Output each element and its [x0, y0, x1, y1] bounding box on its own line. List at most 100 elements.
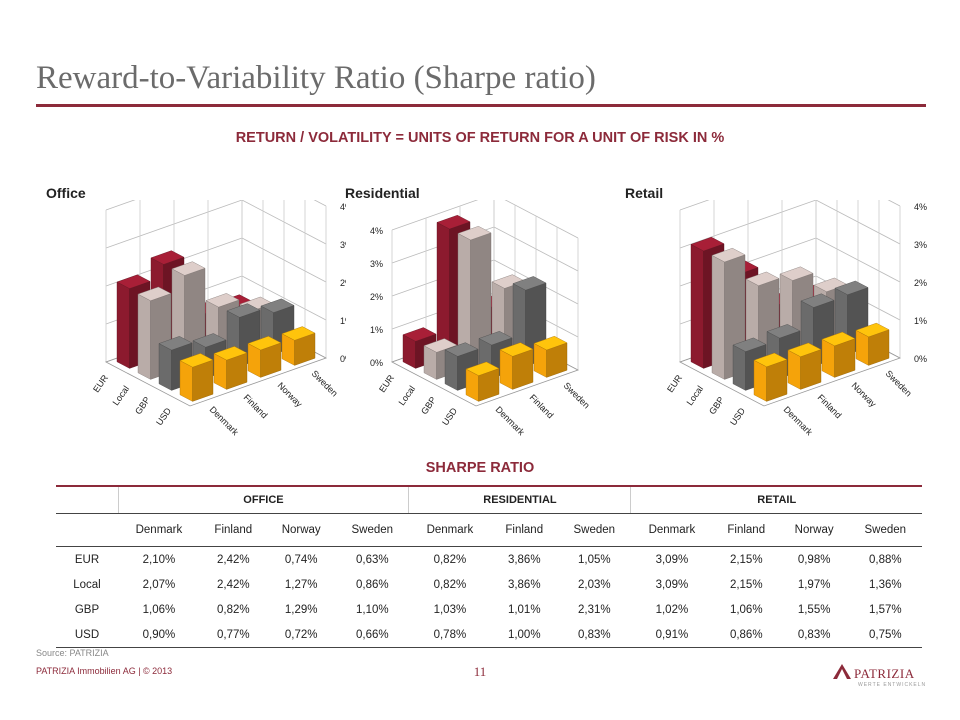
table-cell: 2,10% — [142, 553, 176, 566]
bar — [247, 336, 282, 378]
table-cell: 0,75% — [848, 622, 922, 648]
bar-top — [787, 342, 822, 357]
logo-name: PATRIZIA — [854, 666, 915, 681]
row-label: GBP — [74, 603, 100, 616]
category-label: Denmark — [782, 404, 815, 437]
bar — [281, 326, 316, 366]
table-cell: 2,07% — [142, 578, 176, 591]
source-note: Source: PATRIZIA — [36, 648, 109, 658]
table-corner — [56, 485, 118, 514]
bar-top — [800, 293, 835, 308]
y-tick-label: 0% — [914, 354, 927, 364]
table-cell: 3,09% — [655, 553, 689, 566]
bar-top — [158, 336, 193, 351]
table-cell: 0,82% — [433, 553, 467, 566]
title-divider — [36, 104, 926, 107]
column-header: Sweden — [335, 513, 409, 547]
column-header: Denmark — [408, 513, 491, 547]
table-cell: 0,86% — [356, 578, 389, 591]
bar-top — [444, 342, 479, 357]
table-cell: 0,83% — [779, 622, 849, 648]
category-label: Finland — [242, 392, 270, 420]
bar — [499, 342, 534, 390]
table-cell: 1,27% — [284, 578, 318, 591]
series-label: USD — [154, 406, 173, 428]
bar-face — [444, 349, 458, 391]
y-tick-label: 1% — [370, 325, 383, 335]
y-tick-label: 1% — [340, 316, 346, 326]
column-header: Sweden — [557, 513, 631, 547]
bar-top — [226, 303, 261, 318]
table-row: GBP 1,06% 0,82% 1,29% 1,10% 1,03% 1,01% 2,31% 1,… — [56, 597, 922, 622]
y-tick-label: 3% — [340, 240, 346, 250]
chart-title-office: Office — [46, 185, 86, 201]
table-cell: 1,29% — [284, 603, 318, 616]
bar-face — [116, 281, 130, 369]
series-label: GBP — [419, 395, 438, 416]
bar-face — [787, 349, 801, 390]
category-label: Denmark — [208, 404, 241, 437]
table-title: SHARPE RATIO — [425, 460, 535, 476]
y-tick-label: 4% — [370, 226, 383, 236]
patrizia-logo-icon — [833, 664, 851, 679]
bar-top — [745, 271, 780, 286]
bar-face — [711, 255, 725, 380]
page-subtitle: RETURN / VOLATILITY = UNITS OF RETURN FO… — [235, 130, 725, 146]
table-cell: 1,00% — [490, 622, 558, 648]
table-cell: 0,86% — [712, 622, 780, 648]
bar-face — [179, 360, 193, 402]
series-label: GBP — [707, 395, 726, 416]
row-label: Local — [73, 578, 101, 591]
bar-top — [478, 331, 513, 346]
series-label: USD — [440, 406, 459, 428]
bar — [533, 335, 568, 378]
category-label: Norway — [276, 380, 305, 409]
bar-top — [834, 280, 869, 295]
table-cell: 0,72% — [266, 622, 336, 648]
table-cell: 3,09% — [655, 578, 689, 591]
table-cell: 2,03% — [578, 578, 611, 591]
bar-top — [813, 277, 848, 292]
group-header-office: OFFICE — [117, 485, 409, 514]
table-cell: 0,63% — [356, 553, 389, 566]
series-label: Local — [111, 384, 132, 407]
bar-face — [753, 359, 767, 402]
sharpe-ratio-table: OFFICE RESIDENTIAL RETAIL Denmark Finland… — [56, 485, 922, 648]
logo-tagline: WERTE ENTWICKELN — [858, 682, 927, 688]
series-label: USD — [728, 406, 747, 428]
bar-top — [213, 346, 248, 361]
table-cell: 1,36% — [869, 578, 902, 591]
table-cell: 1,03% — [433, 603, 467, 616]
bar-top — [171, 261, 206, 276]
bar-top — [402, 327, 437, 342]
y-tick-label: 2% — [370, 292, 383, 302]
y-tick-label: 0% — [340, 354, 346, 364]
y-tick-label: 1% — [914, 316, 927, 326]
column-header: Finland — [199, 513, 267, 547]
y-tick-label: 4% — [914, 202, 927, 212]
table-cell: 2,15% — [729, 578, 763, 591]
bar-top — [690, 236, 725, 252]
table-cell: 1,05% — [578, 553, 611, 566]
bar-face — [158, 343, 172, 391]
column-header-blank — [56, 513, 118, 547]
y-tick-label: 3% — [914, 240, 927, 250]
column-header: Denmark — [630, 513, 713, 547]
table-cell: 0,82% — [433, 578, 467, 591]
bar-top — [499, 342, 534, 357]
y-tick-label: 4% — [340, 202, 346, 212]
bar-top — [855, 322, 890, 338]
table-cell: 1,10% — [356, 603, 389, 616]
table-cell: 2,42% — [216, 578, 250, 591]
group-header-retail: RETAIL — [630, 485, 922, 514]
table-cell: 0,83% — [557, 622, 631, 648]
group-header-residential: RESIDENTIAL — [408, 485, 631, 514]
bar-top — [512, 276, 547, 291]
table-cell: 3,86% — [507, 578, 541, 591]
bar-top — [137, 286, 172, 301]
table-cell: 2,42% — [216, 553, 250, 566]
bar — [213, 346, 248, 390]
bar — [821, 331, 856, 378]
y-tick-label: 2% — [340, 278, 346, 288]
